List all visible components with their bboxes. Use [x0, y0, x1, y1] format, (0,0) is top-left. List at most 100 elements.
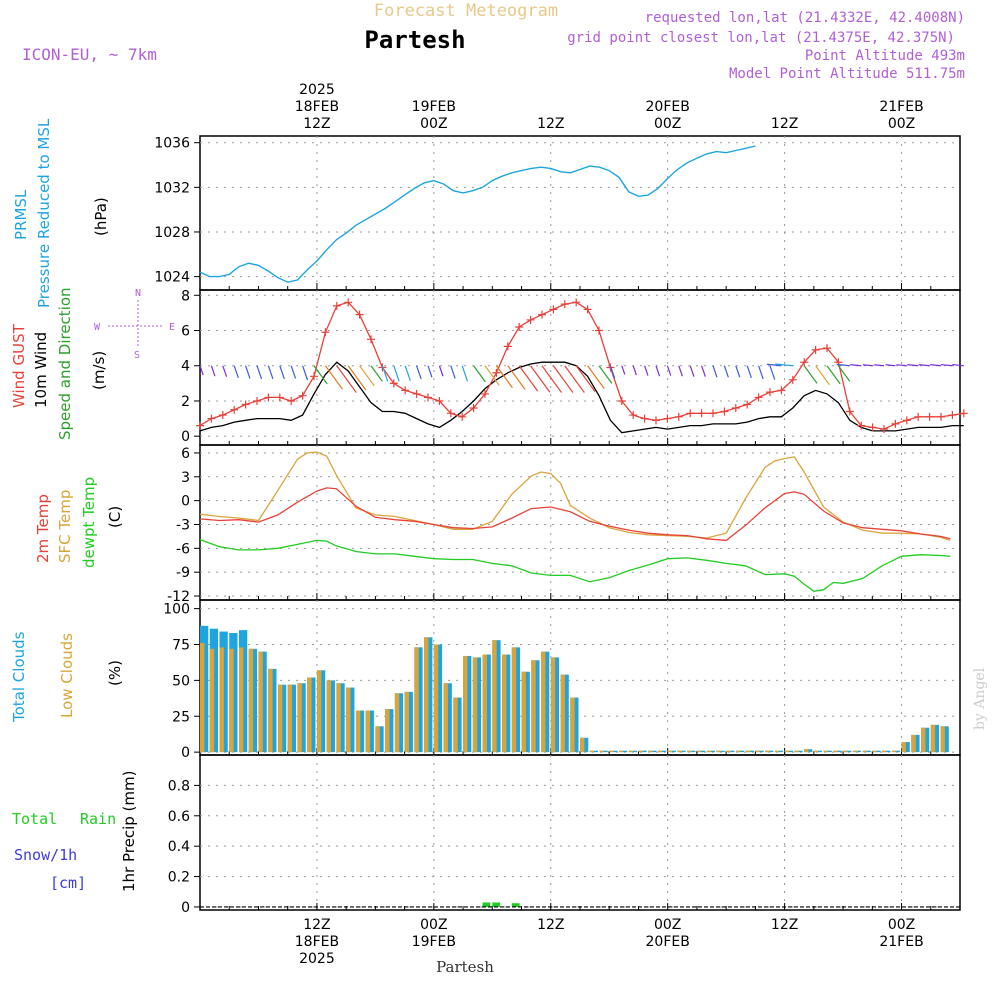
low-cloud-bar — [550, 657, 556, 753]
low-cloud-bar — [638, 750, 643, 753]
bottom-axis-label: 20FEB — [646, 934, 690, 950]
gust-marker — [617, 396, 626, 405]
gust-marker — [298, 391, 307, 400]
gust-marker — [355, 310, 364, 319]
gust-marker — [481, 389, 489, 398]
top-axis-label: 19FEB — [412, 99, 456, 115]
low-cloud-bar — [336, 683, 341, 753]
wind-arrow — [461, 365, 469, 382]
low-cloud-bar — [414, 647, 419, 753]
wind-arrow — [302, 365, 309, 381]
precip-tick-label: 0 — [181, 900, 190, 916]
wind-tick-label: 0 — [181, 429, 190, 445]
wind-arrow — [279, 365, 285, 380]
gust-marker — [754, 393, 763, 402]
gust-marker — [766, 388, 774, 397]
wind-arrow — [495, 365, 513, 389]
wind-arrow — [404, 365, 411, 381]
wind-arrow — [393, 365, 400, 382]
rain-bar — [492, 902, 501, 907]
low-cloud-bar — [774, 750, 780, 753]
low-cloud-bar — [794, 750, 799, 753]
gust-marker — [446, 409, 455, 418]
wind-arrow — [290, 365, 297, 379]
wind-frame — [199, 289, 961, 446]
gust-marker — [686, 409, 695, 418]
dewpt-line — [199, 538, 951, 592]
gust-marker — [230, 405, 239, 414]
clouds-tick-label: 50 — [172, 673, 190, 689]
low-cloud-bar — [609, 750, 614, 753]
clouds-unit: (%) — [106, 660, 124, 686]
wind-arrow — [598, 365, 613, 384]
low-cloud-bar — [589, 750, 595, 753]
gust-marker — [959, 409, 968, 418]
low-cloud-bar — [667, 750, 673, 753]
gust-marker — [777, 386, 786, 395]
gust-marker — [902, 416, 911, 425]
speed-dir-label: Speed and Direction — [56, 287, 74, 440]
low-cloud-bar — [541, 651, 546, 753]
series-layer — [196, 145, 968, 908]
low-cloud-bar — [511, 647, 517, 753]
top-axis-label: 2025 — [299, 82, 335, 98]
panels: 1024 1028 1032 1036 0 2 4 6 8 6 3 0 -3 -6 -9 -12 0 25 50 75… — [154, 135, 961, 916]
model-altitude: Model Point Altitude 511.75m — [729, 66, 965, 82]
wind-arrow — [245, 365, 251, 379]
t2m-line — [199, 487, 951, 542]
gust-marker — [526, 315, 535, 324]
temp-tick-label: 6 — [181, 446, 190, 462]
rain-label: Rain — [80, 810, 116, 828]
prmsl-line — [199, 145, 756, 283]
gust-marker — [264, 393, 273, 402]
wind-arrow — [313, 365, 328, 385]
top-axis-label: 00Z — [888, 116, 915, 132]
wind-arrow — [336, 365, 357, 393]
snow-label: Snow/1h — [14, 846, 77, 864]
gust-marker — [367, 335, 375, 344]
gust-marker — [891, 419, 900, 428]
temp-tick-label: 0 — [181, 494, 190, 510]
temp-tick-label: -3 — [176, 517, 190, 533]
low-cloud-bar — [648, 750, 653, 753]
rain-bar — [511, 903, 520, 907]
top-axis-label: 18FEB — [295, 99, 339, 115]
low-cloud-bar — [628, 750, 634, 753]
low-cloud-bar — [911, 734, 916, 753]
low-cloud-bar — [219, 647, 224, 753]
forecast-title: Forecast Meteogram — [374, 1, 558, 21]
gust-marker — [868, 423, 877, 432]
wind-arrow — [347, 365, 367, 391]
gust-marker — [424, 393, 432, 402]
gust-marker — [720, 407, 729, 416]
low-cloud-bar — [200, 643, 205, 753]
temp-tick-label: -9 — [176, 565, 190, 581]
low-cloud-bar — [784, 750, 789, 753]
wind-arrow — [484, 365, 500, 386]
gust-marker — [560, 300, 569, 309]
gust-marker — [697, 409, 706, 418]
low-cloud-bar — [248, 648, 254, 753]
tsfc-label: SFC Temp — [56, 490, 74, 563]
wind-arrow — [929, 364, 942, 367]
wind10-line — [199, 361, 964, 434]
bottom-axis-label: 21FEB — [879, 934, 923, 950]
low-cloud-bar — [482, 654, 487, 753]
low-cloud-bar — [726, 750, 731, 753]
gust-line — [199, 301, 964, 430]
gust-marker — [253, 396, 261, 405]
wind-unit: (m/s) — [90, 351, 108, 390]
low-cloud-bar — [657, 750, 663, 753]
wind-arrow — [575, 365, 596, 392]
gust-marker — [937, 412, 945, 421]
low-cloud-bar — [472, 657, 478, 753]
low-cloud-bar — [375, 726, 380, 753]
low-cloud-bar — [307, 677, 312, 753]
gust-marker — [310, 372, 318, 381]
low-cloud-bar — [394, 693, 400, 753]
low-cloud-bar — [229, 648, 234, 753]
wind-arrow — [450, 365, 456, 379]
low-cloud-bar — [696, 750, 702, 753]
clouds-tick-label: 75 — [172, 637, 190, 653]
